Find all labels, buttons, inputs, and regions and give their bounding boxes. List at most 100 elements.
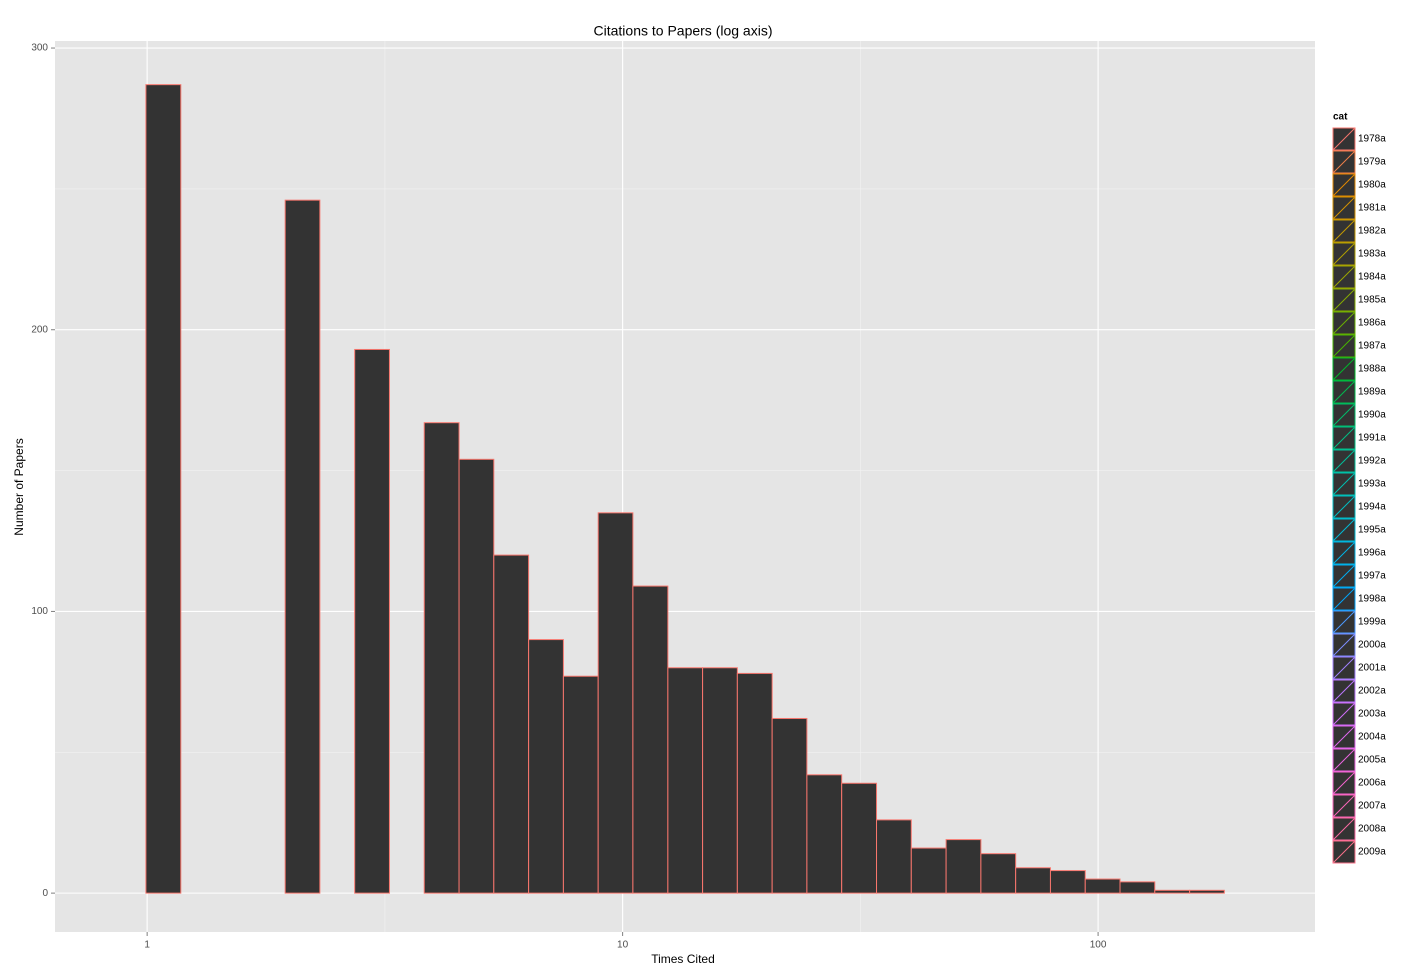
legend-key-diagonal xyxy=(1332,334,1356,358)
bar xyxy=(702,667,738,894)
bar xyxy=(528,639,564,894)
legend-key-diagonal xyxy=(1332,219,1356,243)
legend-label: 1997a xyxy=(1358,571,1386,582)
legend-title: cat xyxy=(1333,112,1348,123)
legend-key-diagonal xyxy=(1332,127,1356,151)
x-tick-label: 1 xyxy=(144,940,150,951)
legend-label: 2000a xyxy=(1358,640,1386,651)
bar xyxy=(876,819,912,894)
legend-key-diagonal xyxy=(1332,564,1356,588)
legend-key-diagonal xyxy=(1332,725,1356,749)
bar xyxy=(1154,889,1191,894)
bar xyxy=(667,667,704,894)
y-tick-label: 100 xyxy=(31,606,48,617)
legend-label: 1996a xyxy=(1358,548,1386,559)
legend-key-diagonal xyxy=(1332,518,1356,542)
legend-label: 1988a xyxy=(1358,364,1386,375)
legend-label: 2006a xyxy=(1358,778,1386,789)
legend-label: 1980a xyxy=(1358,180,1386,191)
legend-label: 2003a xyxy=(1358,709,1386,720)
legend-label: 1983a xyxy=(1358,249,1386,260)
bar xyxy=(145,84,182,894)
legend-key-diagonal xyxy=(1332,817,1356,841)
bar xyxy=(736,672,773,894)
x-tick-label: 10 xyxy=(617,940,629,951)
legend-key-diagonal xyxy=(1332,449,1356,473)
legend-label: 1979a xyxy=(1358,157,1386,168)
bar xyxy=(945,839,982,894)
legend-key-diagonal xyxy=(1332,150,1356,174)
bar xyxy=(354,348,390,894)
legend-key-diagonal xyxy=(1332,633,1356,657)
legend-key-diagonal xyxy=(1332,288,1356,312)
legend-label: 1991a xyxy=(1358,433,1386,444)
legend-key-diagonal xyxy=(1332,357,1356,381)
legend-label: 1995a xyxy=(1358,525,1386,536)
y-axis-title: Number of Papers xyxy=(12,438,26,535)
legend-key-diagonal xyxy=(1332,840,1356,864)
legend-key-diagonal xyxy=(1332,794,1356,818)
legend-key-diagonal xyxy=(1332,656,1356,680)
legend-label: 2005a xyxy=(1358,755,1386,766)
bar xyxy=(806,774,843,894)
legend-key-diagonal xyxy=(1332,311,1356,335)
legend-label: 2007a xyxy=(1358,801,1386,812)
bar xyxy=(423,422,460,894)
legend-label: 1978a xyxy=(1358,134,1386,145)
legend-key-diagonal xyxy=(1332,679,1356,703)
y-tick-label: 200 xyxy=(31,324,48,335)
bar xyxy=(493,554,530,894)
legend-label: 1994a xyxy=(1358,502,1386,513)
legend-key-diagonal xyxy=(1332,771,1356,795)
legend-key-diagonal xyxy=(1332,702,1356,726)
bar xyxy=(841,782,878,894)
legend-key-diagonal xyxy=(1332,587,1356,611)
bar xyxy=(1015,867,1051,894)
legend-key-diagonal xyxy=(1332,426,1356,450)
legend-key-diagonal xyxy=(1332,748,1356,772)
legend-key-diagonal xyxy=(1332,403,1356,427)
x-tick-label: 100 xyxy=(1090,940,1107,951)
chart-title: Citations to Papers (log axis) xyxy=(594,23,773,39)
legend-label: 1990a xyxy=(1358,410,1386,421)
bar xyxy=(980,853,1017,894)
bar xyxy=(1119,881,1156,894)
bar xyxy=(1084,878,1121,894)
legend-key-diagonal xyxy=(1332,173,1356,197)
bar xyxy=(1049,870,1086,894)
bar xyxy=(458,458,495,894)
bar xyxy=(1189,889,1225,894)
x-axis-title: Times Cited xyxy=(651,952,715,966)
legend-label: 1998a xyxy=(1358,594,1386,605)
bar xyxy=(910,847,947,894)
legend-label: 1999a xyxy=(1358,617,1386,628)
legend-key-diagonal xyxy=(1332,242,1356,266)
legend-label: 1984a xyxy=(1358,272,1386,283)
legend-key-diagonal xyxy=(1332,380,1356,404)
legend-label: 1993a xyxy=(1358,479,1386,490)
legend-key-diagonal xyxy=(1332,495,1356,519)
legend-label: 2001a xyxy=(1358,663,1386,674)
legend-label: 2002a xyxy=(1358,686,1386,697)
legend-label: 1989a xyxy=(1358,387,1386,398)
legend-key-diagonal xyxy=(1332,196,1356,220)
y-tick-label: 300 xyxy=(31,43,48,54)
legend-label: 1987a xyxy=(1358,341,1386,352)
legend-label: 1985a xyxy=(1358,295,1386,306)
legend-label: 2004a xyxy=(1358,732,1386,743)
bar xyxy=(771,717,808,894)
legend-key-diagonal xyxy=(1332,610,1356,634)
bar xyxy=(632,585,669,894)
legend-label: 1992a xyxy=(1358,456,1386,467)
bar xyxy=(562,675,599,894)
legend-label: 1982a xyxy=(1358,226,1386,237)
bar xyxy=(597,512,634,894)
legend-label: 2009a xyxy=(1358,847,1386,858)
bar xyxy=(284,199,321,894)
legend-key-diagonal xyxy=(1332,472,1356,496)
legend-label: 1986a xyxy=(1358,318,1386,329)
y-tick-label: 0 xyxy=(42,888,48,899)
legend-label: 1981a xyxy=(1358,203,1386,214)
legend-key-diagonal xyxy=(1332,541,1356,565)
